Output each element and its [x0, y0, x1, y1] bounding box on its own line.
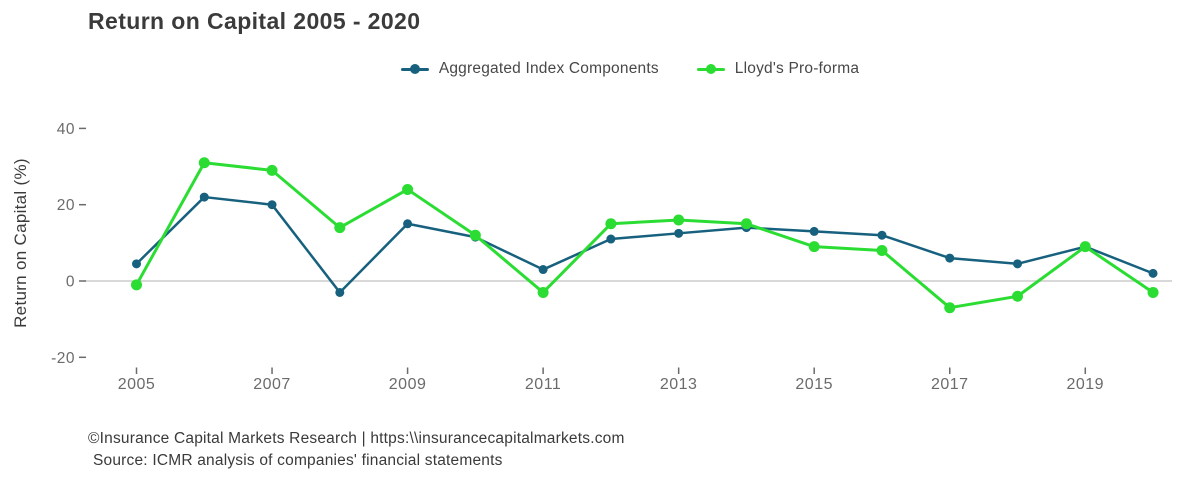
data-point [537, 286, 549, 298]
x-tick-label: 2017 [931, 376, 969, 393]
series-line-0 [135, 195, 1155, 294]
series-line-1 [135, 161, 1155, 310]
chart-title: Return on Capital 2005 - 2020 [88, 8, 421, 34]
x-tick-label: 2005 [118, 376, 156, 393]
x-tick-label: 2013 [660, 376, 698, 393]
data-point [403, 219, 413, 229]
data-point [131, 279, 142, 291]
data-point [335, 287, 345, 297]
y-tick-label: 20 [57, 197, 75, 214]
legend-label: Aggregated Index Components [438, 60, 659, 77]
y-tick-label: -20 [51, 350, 75, 367]
data-point [740, 218, 752, 230]
data-point [944, 302, 956, 314]
y-tick-label: 0 [66, 274, 75, 291]
data-point [266, 164, 278, 176]
data-point [605, 218, 617, 230]
y-tick-label: 40 [57, 121, 75, 138]
data-point [538, 265, 548, 275]
data-point [809, 226, 819, 236]
data-point [877, 230, 887, 240]
chart-legend: Aggregated Index Components Lloyd's Pro-… [90, 60, 1170, 78]
copyright-source-line: ©Insurance Capital Markets Research | ht… [88, 430, 625, 447]
x-tick-label: 2009 [389, 376, 427, 393]
legend-marker-line-dot-icon [696, 63, 725, 75]
data-point [1147, 286, 1159, 298]
data-point [606, 234, 616, 244]
data-point [808, 241, 820, 253]
data-point [198, 157, 210, 169]
data-point [132, 259, 141, 269]
data-point [673, 214, 685, 226]
legend-item-lloyds-proforma: Lloyd's Pro-forma [696, 60, 860, 78]
data-point [1079, 241, 1091, 253]
x-tick-label: 2007 [253, 376, 291, 393]
x-tick-label: 2019 [1066, 376, 1104, 393]
data-point [402, 183, 414, 195]
x-tick-label: 2015 [795, 376, 833, 393]
data-point [1013, 259, 1023, 269]
data-point [1148, 268, 1158, 278]
data-point [674, 228, 684, 238]
source-line: Source: ICMR analysis of companies' fina… [93, 452, 503, 470]
legend-marker-line-dot-icon [400, 63, 429, 75]
x-tick-label: 2011 [525, 376, 561, 393]
y-axis-title: Return on Capital (%) [11, 158, 30, 328]
data-point [267, 200, 277, 210]
chart-footer: ©Insurance Capital Markets Research | ht… [88, 428, 625, 473]
data-point [469, 229, 481, 241]
data-point [199, 192, 209, 202]
legend-item-aggregated-index: Aggregated Index Components [400, 60, 659, 78]
data-point [945, 253, 955, 263]
data-point [876, 244, 888, 256]
data-point [1012, 290, 1024, 302]
data-point [334, 222, 346, 234]
legend-label: Lloyd's Pro-forma [734, 60, 860, 77]
